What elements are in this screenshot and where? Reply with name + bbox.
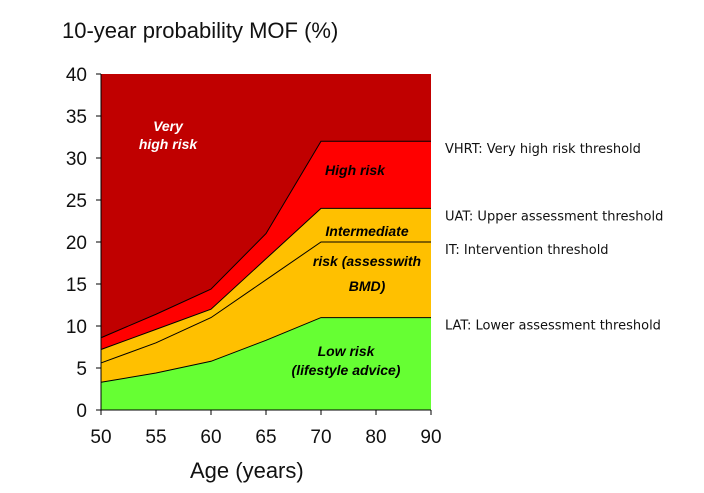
x-axis-title: Age (years) xyxy=(190,458,304,483)
zone-low-risk xyxy=(101,317,431,410)
zone-label-intermediate: Intermediate xyxy=(325,223,408,239)
threshold-label-vhrt: VHRT: Very high risk threshold xyxy=(445,142,641,157)
zone-label-very-high: high risk xyxy=(139,136,199,152)
y-tick-label: 15 xyxy=(66,275,87,296)
zone-intermediate-lower xyxy=(101,242,431,383)
threshold-line-vhrt xyxy=(100,140,431,339)
zone-label-very-high: Very xyxy=(153,118,184,134)
zone-label-high: High risk xyxy=(325,162,386,178)
zone-label-low: (lifestyle advice) xyxy=(292,362,401,378)
y-tick-label: 30 xyxy=(66,149,87,170)
threshold-label-it: IT: Intervention threshold xyxy=(445,243,609,258)
y-axis-title: 10-year probability MOF (%) xyxy=(62,18,339,43)
x-tick-label: 70 xyxy=(310,427,331,448)
zone-label-intermediate-low: BMD) xyxy=(349,278,386,294)
threshold-line-it xyxy=(100,241,431,364)
x-tick-label: 80 xyxy=(365,427,386,448)
y-tick-label: 25 xyxy=(66,191,87,212)
x-tick-label: 90 xyxy=(420,427,441,448)
y-tick-label: 5 xyxy=(76,359,87,380)
zone-high-risk xyxy=(101,141,431,350)
y-tick-label: 35 xyxy=(66,107,87,128)
y-tick-label: 0 xyxy=(76,401,87,422)
x-tick-label: 65 xyxy=(255,427,276,448)
x-tick-label: 50 xyxy=(90,427,111,448)
threshold-label-uat: UAT: Upper assessment threshold xyxy=(445,209,663,224)
y-tick-label: 10 xyxy=(66,317,87,338)
y-tick-label: 40 xyxy=(66,65,87,86)
threshold-line-lat xyxy=(100,317,431,383)
threshold-line-uat xyxy=(100,207,431,350)
zone-intermediate-upper xyxy=(101,208,431,363)
zone-label-low: Low risk xyxy=(318,343,376,359)
zone-label-intermediate-low: risk (assesswith xyxy=(313,253,421,269)
x-tick-label: 60 xyxy=(200,427,221,448)
y-tick-label: 20 xyxy=(66,233,87,254)
x-tick-label: 55 xyxy=(145,427,166,448)
zone-very-high-risk xyxy=(101,74,431,338)
threshold-label-lat: LAT: Lower assessment threshold xyxy=(445,319,661,334)
